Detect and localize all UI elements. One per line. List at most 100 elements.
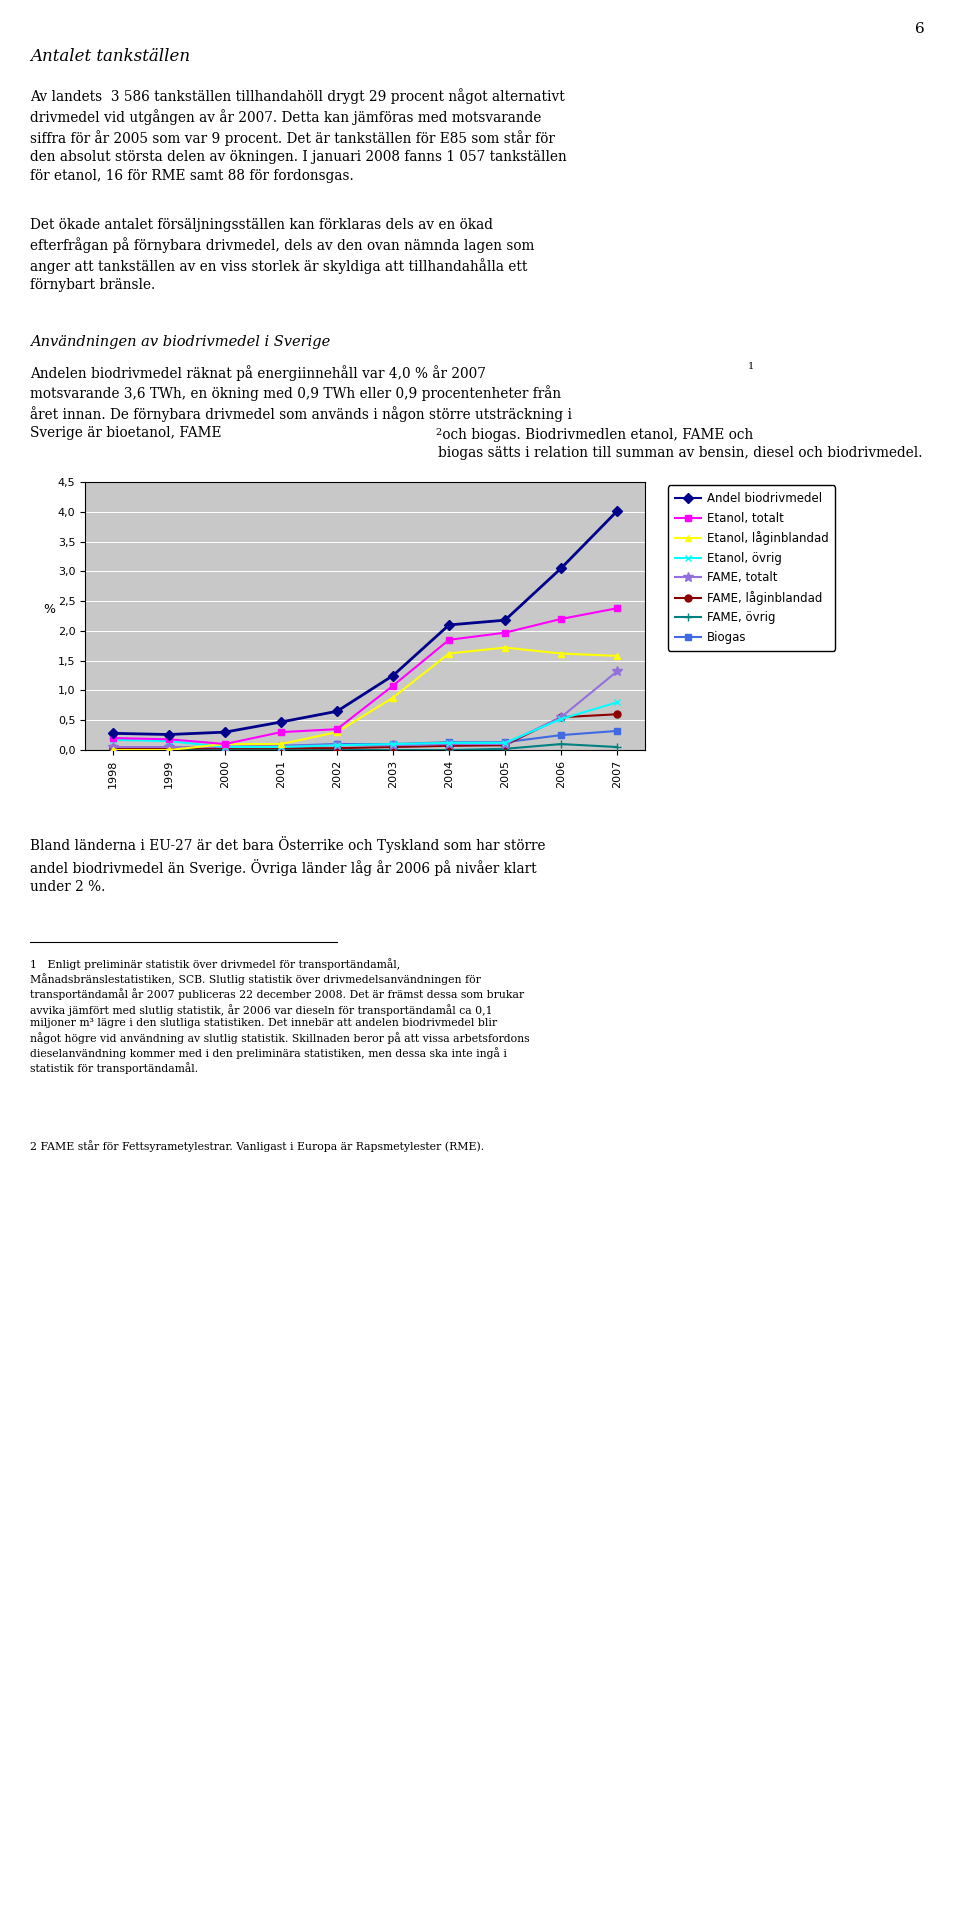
Text: och biogas. Biodrivmedlen etanol, FAME och
biogas sätts i relation till summan a: och biogas. Biodrivmedlen etanol, FAME o… xyxy=(438,428,923,461)
FAME, totalt xyxy=(612,660,623,684)
Biogas xyxy=(276,733,287,756)
Etanol, övrig xyxy=(276,735,287,758)
Biogas xyxy=(612,720,623,743)
Text: Bland länderna i EU-27 är det bara Österrike och Tyskland som har större
andel b: Bland länderna i EU-27 är det bara Öster… xyxy=(30,835,545,895)
FAME, totalt xyxy=(331,733,343,756)
Andel biodrivmedel xyxy=(387,664,398,687)
Etanol, övrig xyxy=(108,728,119,751)
Andel biodrivmedel xyxy=(499,609,511,632)
Etanol, låginblandad xyxy=(499,636,511,659)
FAME, låginblandad xyxy=(163,737,175,760)
FAME, övrig xyxy=(219,739,230,762)
Etanol, totalt xyxy=(163,728,175,751)
Etanol, totalt xyxy=(612,597,623,620)
Etanol, låginblandad xyxy=(612,645,623,668)
FAME, låginblandad xyxy=(444,733,455,756)
Etanol, låginblandad xyxy=(555,641,566,664)
Biogas xyxy=(387,733,398,756)
Text: 1: 1 xyxy=(748,363,755,371)
FAME, totalt xyxy=(387,733,398,756)
Biogas xyxy=(444,732,455,755)
Andel biodrivmedel xyxy=(108,722,119,745)
Y-axis label: %: % xyxy=(43,603,56,616)
Andel biodrivmedel xyxy=(163,724,175,747)
FAME, övrig xyxy=(108,737,119,760)
Etanol, övrig xyxy=(612,691,623,714)
Biogas xyxy=(331,733,343,756)
Text: Det ökade antalet försäljningsställen kan förklaras dels av en ökad
efterfrågan : Det ökade antalet försäljningsställen ka… xyxy=(30,219,535,292)
FAME, låginblandad xyxy=(612,703,623,726)
FAME, övrig xyxy=(163,737,175,760)
Line: Andel biodrivmedel: Andel biodrivmedel xyxy=(109,507,620,737)
Line: FAME, totalt: FAME, totalt xyxy=(108,666,622,753)
Line: Etanol, övrig: Etanol, övrig xyxy=(109,699,620,751)
Line: Etanol, låginblandad: Etanol, låginblandad xyxy=(109,643,620,753)
FAME, låginblandad xyxy=(108,737,119,760)
FAME, totalt xyxy=(108,735,119,758)
FAME, övrig xyxy=(444,739,455,762)
FAME, totalt xyxy=(219,735,230,758)
Line: Biogas: Biogas xyxy=(109,728,620,753)
FAME, övrig xyxy=(499,737,511,760)
Line: Etanol, totalt: Etanol, totalt xyxy=(109,605,620,747)
FAME, låginblandad xyxy=(387,735,398,758)
Etanol, låginblandad xyxy=(219,733,230,756)
Andel biodrivmedel xyxy=(276,710,287,733)
Line: FAME, låginblandad: FAME, låginblandad xyxy=(109,710,620,753)
Legend: Andel biodrivmedel, Etanol, totalt, Etanol, låginblandad, Etanol, övrig, FAME, t: Andel biodrivmedel, Etanol, totalt, Etan… xyxy=(668,486,835,651)
Andel biodrivmedel xyxy=(612,499,623,522)
Andel biodrivmedel xyxy=(555,557,566,580)
Andel biodrivmedel xyxy=(444,612,455,636)
FAME, totalt xyxy=(444,733,455,756)
Text: 2: 2 xyxy=(435,428,442,438)
Etanol, övrig xyxy=(163,730,175,753)
FAME, övrig xyxy=(555,733,566,756)
Etanol, låginblandad xyxy=(108,739,119,762)
Etanol, totalt xyxy=(219,733,230,756)
Text: Av landets  3 586 tankställen tillhandahöll drygt 29 procent något alternativt
d: Av landets 3 586 tankställen tillhandahö… xyxy=(30,88,566,182)
FAME, totalt xyxy=(499,733,511,756)
Biogas xyxy=(163,735,175,758)
Text: 2 FAME står för Fettsyrametylestrar. Vanligast i Europa är Rapsmetylester (RME).: 2 FAME står för Fettsyrametylestrar. Van… xyxy=(30,1140,484,1152)
FAME, totalt xyxy=(163,735,175,758)
FAME, totalt xyxy=(555,707,566,730)
FAME, låginblandad xyxy=(276,737,287,760)
FAME, låginblandad xyxy=(331,737,343,760)
Text: motsvarande 3,6 TWh, en ökning med 0,9 TWh eller 0,9 procentenheter från
året in: motsvarande 3,6 TWh, en ökning med 0,9 T… xyxy=(30,386,572,440)
Etanol, totalt xyxy=(276,720,287,743)
Etanol, totalt xyxy=(555,607,566,630)
Biogas xyxy=(499,732,511,755)
Etanol, övrig xyxy=(387,733,398,756)
Text: 6: 6 xyxy=(915,21,924,36)
Etanol, övrig xyxy=(219,735,230,758)
Etanol, totalt xyxy=(108,726,119,749)
FAME, låginblandad xyxy=(219,737,230,760)
Andel biodrivmedel xyxy=(219,720,230,743)
FAME, övrig xyxy=(612,735,623,758)
Text: 1   Enligt preliminär statistik över drivmedel för transportändamål,
Månadsbräns: 1 Enligt preliminär statistik över drivm… xyxy=(30,958,530,1073)
FAME, låginblandad xyxy=(555,707,566,730)
Etanol, totalt xyxy=(331,718,343,741)
Etanol, totalt xyxy=(444,628,455,651)
FAME, övrig xyxy=(331,739,343,762)
Etanol, låginblandad xyxy=(163,739,175,762)
Biogas xyxy=(108,737,119,760)
Etanol, övrig xyxy=(555,707,566,730)
Etanol, låginblandad xyxy=(331,720,343,743)
Etanol, övrig xyxy=(499,732,511,755)
Etanol, låginblandad xyxy=(444,641,455,664)
FAME, övrig xyxy=(387,739,398,762)
Andel biodrivmedel xyxy=(331,699,343,722)
Etanol, låginblandad xyxy=(276,733,287,756)
FAME, övrig xyxy=(276,739,287,762)
Text: Användningen av biodrivmedel i Sverige: Användningen av biodrivmedel i Sverige xyxy=(30,334,330,349)
Etanol, låginblandad xyxy=(387,685,398,708)
FAME, låginblandad xyxy=(499,733,511,756)
FAME, totalt xyxy=(276,733,287,756)
Etanol, övrig xyxy=(331,733,343,756)
Etanol, övrig xyxy=(444,732,455,755)
Biogas xyxy=(219,735,230,758)
Text: Antalet tankställen: Antalet tankställen xyxy=(30,48,190,65)
Text: Andelen biodrivmedel räknat på energiinnehåll var 4,0 % år 2007: Andelen biodrivmedel räknat på energiinn… xyxy=(30,365,486,380)
Etanol, totalt xyxy=(387,674,398,697)
